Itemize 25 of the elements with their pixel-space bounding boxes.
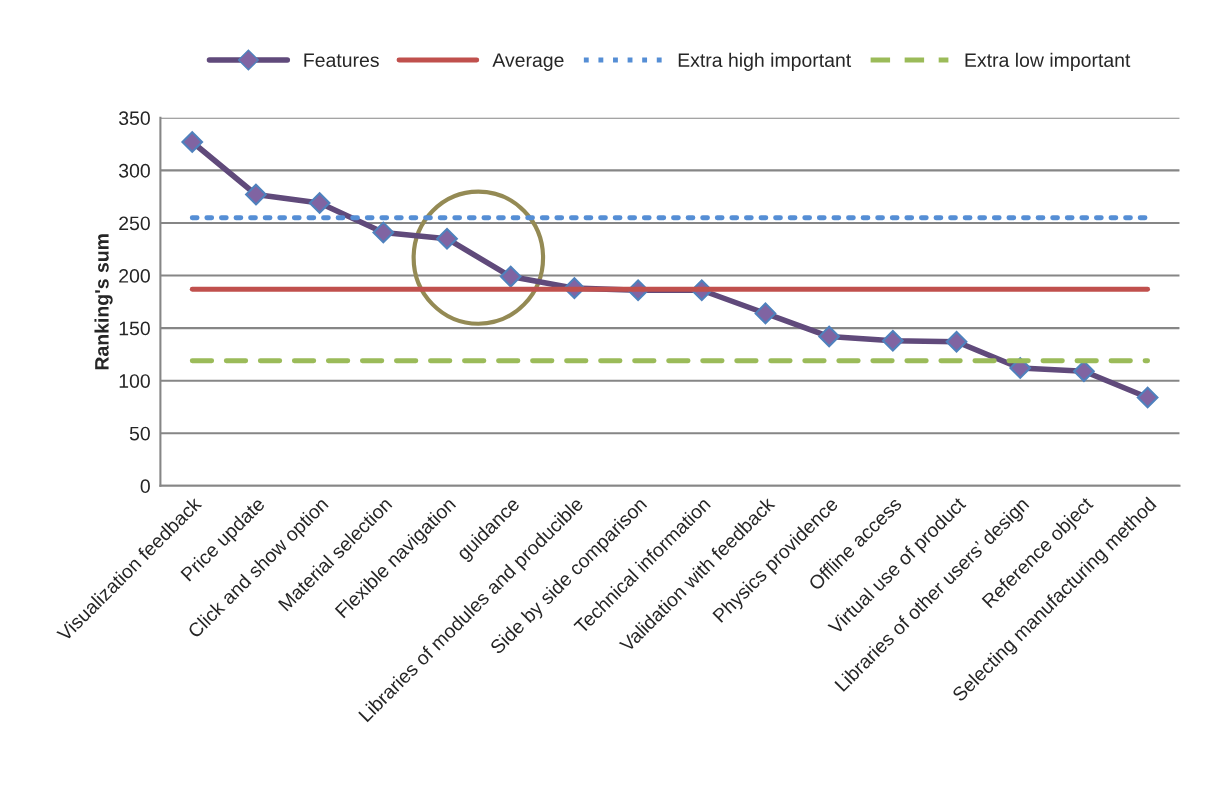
- point: [818, 325, 841, 348]
- point: [245, 183, 267, 206]
- point: [1073, 360, 1095, 383]
- y-axis-title: Ranking's sum: [94, 234, 113, 370]
- y-tick-label: 300: [118, 163, 150, 178]
- point: [1136, 386, 1159, 409]
- y-tick-label: 100: [119, 374, 150, 388]
- y-tick-label: 250: [119, 216, 150, 231]
- point: [181, 131, 204, 153]
- point: [945, 330, 968, 353]
- y-tick-label: 350: [118, 111, 150, 126]
- legend-label: Extra high important: [678, 52, 852, 71]
- point: [754, 302, 777, 325]
- legend-label: Features: [304, 53, 379, 68]
- y-tick-label: 0: [140, 479, 150, 494]
- point: [372, 221, 395, 244]
- point: [436, 227, 458, 250]
- legend-label: Extra low important: [965, 52, 1131, 71]
- point: [881, 329, 904, 352]
- point: [499, 265, 522, 288]
- point: [308, 192, 331, 214]
- y-tick-label: 50: [129, 426, 150, 441]
- legend-label: Average: [492, 53, 564, 71]
- y-tick-label: 200: [119, 269, 150, 283]
- y-tick-label: 150: [119, 321, 150, 336]
